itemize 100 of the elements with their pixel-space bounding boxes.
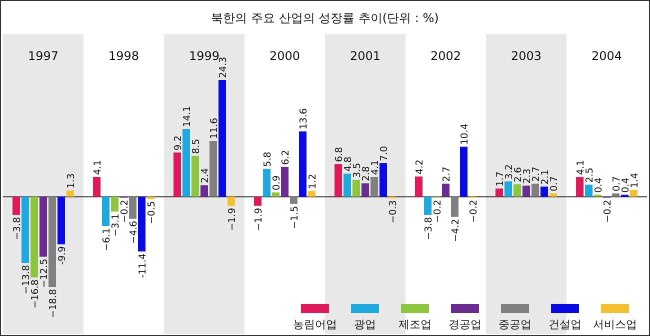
data-label: 3.5 [352, 162, 363, 178]
data-label: 5.8 [262, 152, 274, 167]
data-label: 3.2 [504, 164, 515, 180]
bar [334, 164, 342, 197]
legend-label: 광업 [354, 318, 376, 331]
bar [272, 192, 280, 197]
bar [522, 186, 530, 197]
data-label: 2.6 [512, 167, 524, 182]
data-label: −18.8 [48, 289, 59, 318]
data-label: −3.8 [423, 216, 434, 240]
legend-label: 건설업 [548, 318, 582, 331]
x-tick-label: 2001 [350, 49, 381, 63]
bar [281, 166, 288, 197]
data-label: −16.8 [30, 279, 41, 309]
data-label: 6.2 [280, 150, 292, 165]
bar [504, 181, 512, 197]
data-label: -9.9 [56, 246, 68, 265]
data-label: 2.7 [530, 166, 542, 182]
data-label: 24.3 [218, 56, 229, 78]
bar [200, 185, 208, 197]
data-label: 13.6 [298, 108, 310, 130]
bar [451, 196, 458, 217]
bar [129, 196, 136, 219]
bar [496, 188, 503, 197]
x-tick-label: 2000 [269, 49, 300, 63]
data-label: 2.7 [441, 166, 452, 182]
data-label: 0.7 [548, 176, 560, 192]
data-label: −1.9 [253, 208, 264, 231]
legend-label: 경공업 [448, 318, 482, 331]
legend-label: 서비스업 [593, 318, 637, 331]
bar [58, 196, 65, 244]
x-tick-label: 1999 [188, 49, 220, 63]
data-label: 1.3 [66, 173, 77, 188]
data-label: −0.3 [388, 200, 399, 224]
bar [192, 156, 199, 197]
data-label: −4.2 [450, 218, 462, 242]
data-label: 0.9 [271, 175, 282, 190]
x-tick-label: 2004 [591, 49, 622, 63]
data-label: -11.4 [137, 253, 148, 278]
data-label: 0.4 [593, 178, 604, 193]
data-label: 0.4 [620, 178, 632, 193]
data-label: −12.5 [38, 258, 50, 288]
data-label: 8.5 [190, 138, 202, 154]
data-label: 4.8 [342, 156, 354, 172]
bar [585, 184, 592, 197]
data-label: 4.1 [575, 160, 586, 176]
bar [380, 163, 387, 197]
data-label: 1.7 [494, 171, 506, 187]
bar [22, 196, 29, 263]
bar [210, 140, 217, 197]
data-label: −0.5 [146, 201, 158, 224]
bar [48, 196, 56, 287]
data-label: 1.4 [629, 172, 640, 188]
bar [415, 176, 422, 197]
bar [102, 196, 110, 226]
data-label: 4.1 [370, 160, 381, 176]
bar [228, 196, 235, 206]
data-label: 2.5 [584, 168, 596, 183]
bar [442, 184, 450, 197]
data-label: 0.7 [611, 176, 622, 192]
bar [576, 177, 584, 197]
data-label: −13.8 [20, 264, 32, 294]
data-label: 1.2 [307, 174, 318, 189]
data-label: −1.5 [289, 206, 300, 229]
bar [182, 128, 190, 197]
bar [514, 184, 521, 197]
bar [254, 196, 262, 206]
data-label: −0.2 [119, 200, 130, 223]
data-label: 6.8 [334, 146, 345, 162]
data-label: 4.1 [92, 160, 104, 176]
x-tick-label: 2002 [430, 49, 462, 63]
bar [218, 80, 226, 197]
bar [93, 177, 100, 197]
bar [308, 190, 316, 197]
bar [12, 196, 20, 215]
legend-label: 제조업 [398, 318, 432, 331]
data-label: −0.2 [468, 200, 480, 223]
bar [424, 196, 432, 215]
bar [370, 177, 378, 197]
bar [174, 152, 181, 197]
data-label: 2.1 [540, 170, 551, 185]
data-label: 9.2 [172, 135, 184, 151]
x-tick-label: 2003 [510, 49, 542, 63]
bar [352, 180, 360, 197]
bar [147, 196, 154, 200]
bar [630, 190, 638, 197]
bar [290, 196, 298, 204]
data-label: 10.4 [459, 124, 470, 145]
bar [66, 190, 74, 197]
data-label: −6.1 [101, 228, 112, 252]
data-label: −1.9 [226, 208, 238, 231]
data-label: −3.8 [12, 216, 23, 240]
legend-label: 농림어업 [293, 318, 337, 331]
data-label: 4.2 [414, 159, 426, 175]
bar [30, 196, 38, 278]
bar [263, 168, 270, 197]
bar [460, 146, 468, 197]
bar [111, 196, 118, 212]
data-label: −3.1 [110, 214, 122, 237]
x-tick-label: 1997 [28, 49, 59, 63]
